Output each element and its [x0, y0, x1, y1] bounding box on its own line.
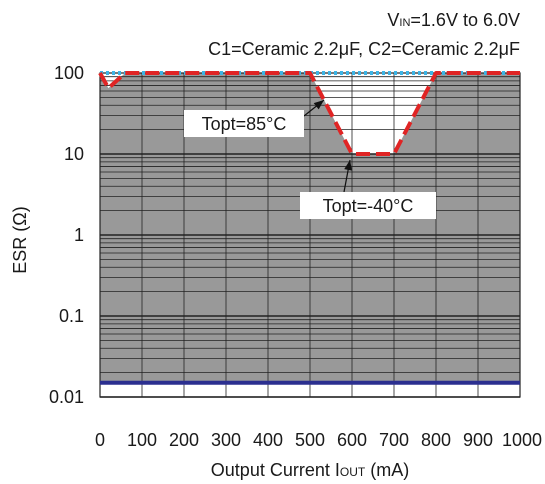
callout-1: Topt=85°C	[184, 99, 325, 137]
callout-label: Topt=85°C	[202, 114, 287, 134]
y-tick-label: 10	[64, 144, 84, 164]
callout-label: Topt=-40°C	[323, 196, 414, 216]
x-axis-label: Output Current IOUT (mA)	[211, 460, 409, 480]
callout-box	[184, 110, 304, 137]
y-tick-labels: 0.01 0.1 1 10 100	[49, 63, 84, 407]
callouts: Topt=85°C Topt=-40°C	[184, 99, 436, 219]
x-tick-label: 300	[211, 430, 241, 450]
callout-2: Topt=-40°C	[300, 159, 436, 219]
x-tick-label: 500	[295, 430, 325, 450]
y-tick-label: 1	[74, 225, 84, 245]
x-tick-label: 900	[463, 430, 493, 450]
series-lines	[98, 71, 520, 385]
grid-lines	[99, 72, 521, 398]
y-tick-label: 0.01	[49, 387, 84, 407]
x-tick-label: 0	[95, 430, 105, 450]
x-tick-label: 700	[379, 430, 409, 450]
vin-annotation: VIN=1.6V to 6.0V	[387, 10, 520, 30]
x-tick-label: 200	[169, 430, 199, 450]
x-tick-label: 800	[421, 430, 451, 450]
callout-arrowhead	[313, 100, 324, 110]
y-tick-label: 0.1	[59, 306, 84, 326]
x-tick-label: 1000	[502, 430, 542, 450]
x-tick-labels: 0 100 200 300 400 500 600 700 800 900 1000	[95, 430, 542, 450]
callout-arrowhead	[344, 160, 353, 171]
callout-box	[300, 192, 436, 219]
y-tick-label: 100	[54, 63, 84, 83]
y-axis-label: ESR (Ω)	[10, 206, 30, 273]
x-tick-label: 100	[127, 430, 157, 450]
series-line-2	[98, 71, 520, 156]
x-tick-label: 600	[337, 430, 367, 450]
capacitor-annotation: C1=Ceramic 2.2μF, C2=Ceramic 2.2μF	[208, 39, 520, 59]
x-tick-label: 400	[253, 430, 283, 450]
